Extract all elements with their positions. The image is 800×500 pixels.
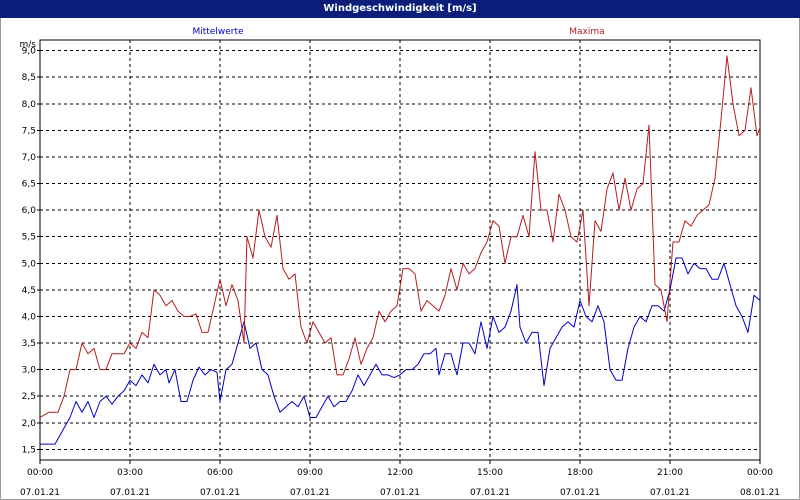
x-tick-label-time: 12:00 — [387, 468, 413, 478]
x-tick-label-date: 08.01.21 — [740, 488, 780, 498]
x-tick-label-time: 00:00 — [747, 468, 773, 478]
y-tick-label: 8,0 — [22, 100, 37, 110]
y-tick-label: 5,0 — [22, 259, 37, 269]
y-tick-label: 3,0 — [22, 366, 37, 376]
x-tick-label-time: 03:00 — [117, 468, 143, 478]
x-tick-label-date: 07.01.21 — [200, 488, 240, 498]
plot-frame — [39, 39, 761, 461]
x-tick-label-time: 21:00 — [657, 468, 683, 478]
y-tick-label: 3,5 — [22, 339, 36, 349]
x-tick-label-date: 07.01.21 — [380, 488, 420, 498]
x-axis-tick-labels: 00:00 07.01.21 03:00 07.01.21 06:00 07.01.21 0… — [20, 468, 780, 498]
legend-mittelwerte: Mittelwerte — [192, 27, 243, 37]
chart-title: Windgeschwindigkeit [m/s] — [0, 0, 800, 18]
x-tick-label-date: 07.01.21 — [20, 488, 60, 498]
y-axis-unit-label: m/s — [20, 40, 37, 50]
series-line-mittelwerte — [40, 257, 760, 445]
x-tick-label-time: 00:00 — [27, 468, 53, 478]
x-tick-label-time: 06:00 — [207, 468, 233, 478]
series-line-maxima — [40, 55, 760, 418]
axes — [37, 39, 761, 464]
y-tick-label: 8,5 — [22, 73, 36, 83]
y-axis-tick-labels: 1,5 2,0 2,5 3,0 3,5 4,0 4,5 5,0 5,5 6,0 6,5 7,0 7,5 8… — [22, 47, 37, 456]
x-tick-label-date: 07.01.21 — [290, 488, 330, 498]
x-tick-label-date: 07.01.21 — [110, 488, 150, 498]
x-tick-label-date: 07.01.21 — [470, 488, 510, 498]
x-tick-label-time: 18:00 — [567, 468, 593, 478]
x-tick-label-time: 15:00 — [477, 468, 503, 478]
y-tick-label: 2,0 — [22, 419, 37, 429]
y-tick-label: 7,5 — [22, 126, 36, 136]
y-tick-label: 1,5 — [22, 445, 36, 455]
y-tick-label: 9,0 — [22, 47, 37, 57]
x-tick-label-time: 09:00 — [297, 468, 323, 478]
grid — [40, 40, 760, 460]
y-tick-label: 6,5 — [22, 180, 36, 190]
legend-maxima: Maxima — [569, 27, 604, 37]
x-tick-label-date: 07.01.21 — [560, 488, 600, 498]
wind-speed-chart: 1,5 2,0 2,5 3,0 3,5 4,0 4,5 5,0 5,5 6,0 6,5 7,0 7,5 8… — [20, 27, 781, 498]
series-lines — [40, 55, 760, 445]
y-tick-label: 4,0 — [22, 312, 37, 322]
y-tick-label: 2,5 — [22, 392, 36, 402]
y-tick-label: 6,0 — [22, 206, 37, 216]
x-tick-label-date: 07.01.21 — [650, 488, 690, 498]
y-tick-label: 4,5 — [22, 286, 36, 296]
y-tick-label: 7,0 — [22, 153, 37, 163]
y-tick-label: 5,5 — [22, 233, 36, 243]
